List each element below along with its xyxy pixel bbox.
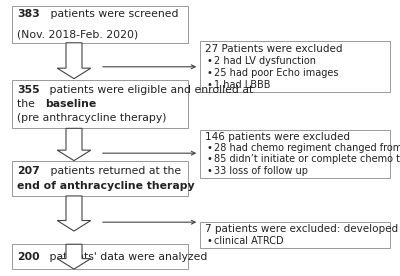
Text: patients' data were analyzed: patients' data were analyzed <box>46 252 208 262</box>
FancyBboxPatch shape <box>12 161 188 196</box>
Text: patients were screened: patients were screened <box>46 9 178 18</box>
FancyBboxPatch shape <box>12 80 188 128</box>
Text: (Nov. 2018-Feb. 2020): (Nov. 2018-Feb. 2020) <box>17 30 138 40</box>
Text: 85 didn’t initiate or complete chemo therapy: 85 didn’t initiate or complete chemo the… <box>214 154 400 164</box>
Text: •: • <box>207 80 213 90</box>
Text: patients returned at the: patients returned at the <box>46 166 181 176</box>
Text: 355: 355 <box>17 85 40 95</box>
Text: •: • <box>207 56 213 66</box>
Polygon shape <box>57 196 91 231</box>
Text: 7 patients were excluded: developed: 7 patients were excluded: developed <box>205 224 398 234</box>
Text: baseline: baseline <box>45 99 96 109</box>
FancyBboxPatch shape <box>12 244 188 269</box>
Text: 383: 383 <box>17 9 40 18</box>
Polygon shape <box>57 244 91 269</box>
Text: 146 patients were excluded: 146 patients were excluded <box>205 132 350 142</box>
Polygon shape <box>57 128 91 161</box>
Text: patients were eligible and enrolled at: patients were eligible and enrolled at <box>46 85 254 95</box>
FancyBboxPatch shape <box>200 130 390 178</box>
Text: the: the <box>17 99 38 109</box>
Text: •: • <box>207 143 213 153</box>
Text: •: • <box>207 166 213 176</box>
Text: clinical ATRCD: clinical ATRCD <box>214 236 283 246</box>
Text: •: • <box>207 68 213 78</box>
Polygon shape <box>57 43 91 79</box>
Text: 27 Patients were excluded: 27 Patients were excluded <box>205 44 342 54</box>
Text: 200: 200 <box>17 252 40 262</box>
Text: 2 had LV dysfunction: 2 had LV dysfunction <box>214 56 316 66</box>
Text: 207: 207 <box>17 166 40 176</box>
Text: •: • <box>207 154 213 164</box>
FancyBboxPatch shape <box>200 222 390 248</box>
Text: 25 had poor Echo images: 25 had poor Echo images <box>214 68 338 78</box>
FancyBboxPatch shape <box>12 6 188 43</box>
FancyBboxPatch shape <box>200 41 390 92</box>
Text: 28 had chemo regiment changed from anthracycline: 28 had chemo regiment changed from anthr… <box>214 143 400 153</box>
Text: 1 had LBBB: 1 had LBBB <box>214 80 270 90</box>
Text: (pre anthracycline therapy): (pre anthracycline therapy) <box>17 113 167 123</box>
Text: •: • <box>207 236 213 246</box>
Text: 33 loss of follow up: 33 loss of follow up <box>214 166 308 176</box>
Text: end of anthracycline therapy: end of anthracycline therapy <box>17 181 195 191</box>
